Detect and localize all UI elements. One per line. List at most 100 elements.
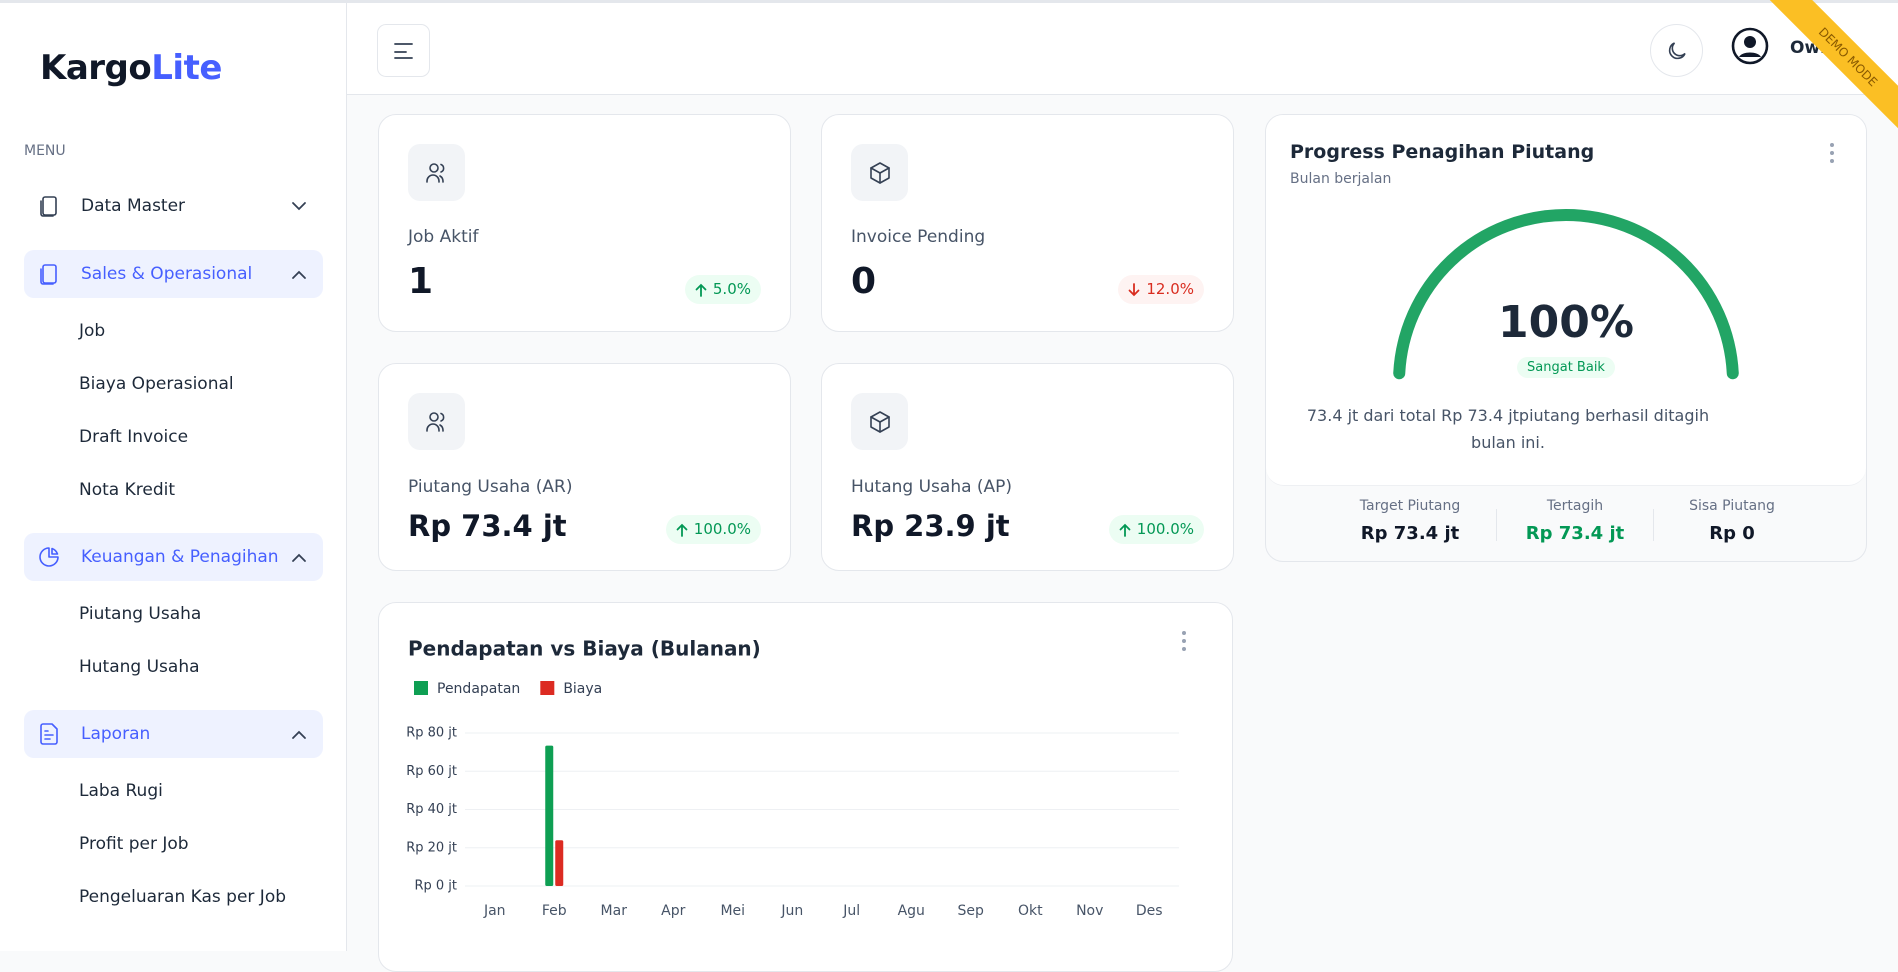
stat-value: 1	[408, 261, 434, 302]
menu-icon	[40, 723, 58, 745]
chevron	[292, 202, 306, 211]
brand-accent: Lite	[151, 48, 222, 88]
icon-path	[439, 175, 444, 183]
dot	[1830, 151, 1834, 155]
menu-group[interactable]: Data Master	[24, 182, 323, 230]
icon-path	[426, 423, 440, 432]
x-tick-label: Jun	[780, 903, 803, 919]
icon-path	[42, 196, 57, 216]
x-tick-label: Agu	[898, 903, 925, 919]
menu-icon	[40, 196, 57, 217]
avatar-body	[1739, 52, 1761, 57]
icon-path	[440, 412, 445, 422]
summary-value: Rp 73.4 jt	[1525, 523, 1625, 544]
summary-label: Sisa Piutang	[1689, 498, 1775, 514]
change-arrow	[1128, 283, 1140, 297]
icon	[426, 163, 445, 183]
avatar-head	[1744, 36, 1756, 48]
menu-group[interactable]: Sales & Operasional	[24, 250, 323, 298]
stat-icon-svg	[426, 412, 445, 432]
y-tick-label: Rp 60 jt	[406, 764, 457, 779]
chart-card: Pendapatan vs Biaya (Bulanan) Pendapatan B…	[378, 602, 1233, 972]
stat-change: 100.0%	[1108, 515, 1204, 544]
sidebar: KargoLite MENU Data Master Sales & Operasio…	[0, 0, 347, 951]
stat-label: Invoice Pending	[851, 227, 986, 247]
stat-icon-svg	[870, 162, 890, 184]
menu-toggle[interactable]	[377, 24, 430, 77]
summary-label: Tertagih	[1546, 498, 1604, 514]
icon-path	[439, 424, 444, 432]
x-tick-label: Apr	[661, 903, 685, 919]
icon-path	[440, 163, 445, 173]
menu-group[interactable]: Keuangan & Penagihan	[24, 533, 323, 581]
stat-card: Piutang Usaha (AR) Rp 73.4 jt 100.0%	[378, 363, 791, 571]
stat-card: Job Aktif 1 5.0%	[378, 114, 791, 332]
user-avatar	[1731, 27, 1769, 65]
bar	[545, 745, 554, 886]
gauge-note: 73.4 jt dari total Rp 73.4 jtpiutang ber…	[1306, 406, 1710, 452]
icon-path	[426, 174, 440, 183]
menu-item[interactable]: Hutang Usaha	[79, 657, 200, 677]
stat-value: Rp 73.4 jt	[408, 509, 567, 543]
menu-item[interactable]: Laba Rugi	[79, 781, 163, 801]
icon-path	[429, 412, 439, 422]
x-tick-label: Sep	[958, 903, 985, 919]
stat-label: Piutang Usaha (AR)	[408, 477, 573, 497]
icon-path	[42, 264, 57, 284]
gauge-value: 100%	[1498, 297, 1634, 348]
menu-group-label: Laporan	[81, 724, 151, 744]
gauge-card: Progress Penagihan Piutang Bulan berjalan…	[1265, 114, 1867, 562]
menu-item[interactable]: Biaya Operasional	[79, 374, 234, 394]
x-tick-label: Jul	[842, 903, 860, 919]
summary-divider	[1496, 509, 1497, 541]
legend-label: Pendapatan	[437, 681, 520, 697]
icon	[40, 723, 58, 745]
top-border	[0, 0, 1898, 3]
legend-label: Biaya	[563, 681, 602, 697]
menu-item[interactable]: Pengeluaran Kas per Job	[79, 887, 287, 907]
y-tick-label: Rp 20 jt	[406, 840, 457, 855]
chevron	[292, 730, 306, 739]
more-menu	[1830, 143, 1834, 163]
avatar-ring	[1731, 27, 1769, 65]
menu-group[interactable]: Laporan	[24, 710, 323, 758]
stat-label: Job Aktif	[408, 227, 479, 247]
x-tick-label: Des	[1136, 903, 1163, 919]
menu-icon	[39, 547, 59, 567]
menu-group-label: Data Master	[81, 196, 186, 216]
summary-value: Rp 73.4 jt	[1360, 523, 1460, 544]
stat-icon-svg	[426, 163, 445, 183]
gauge-title: Progress Penagihan Piutang	[1290, 141, 1595, 163]
x-tick-label: Mar	[601, 903, 628, 919]
change-arrow	[1119, 523, 1131, 537]
arrow	[695, 283, 707, 297]
y-tick-label: Rp 40 jt	[406, 802, 457, 817]
icon-path	[51, 547, 59, 555]
theme-toggle[interactable]	[1650, 24, 1703, 77]
legend-swatch	[414, 681, 428, 695]
change-arrow	[695, 283, 707, 297]
chart: Pendapatan vs Biaya (Bulanan) Pendapatan B…	[406, 637, 1179, 919]
menu-group-label: Sales & Operasional	[81, 264, 253, 284]
stat-icon	[851, 393, 908, 450]
menu-item[interactable]: Profit per Job	[79, 834, 189, 854]
header: Owner	[347, 3, 1898, 95]
menu-item[interactable]: Job	[79, 321, 106, 341]
icon	[426, 412, 445, 432]
bar	[555, 840, 564, 886]
x-tick-label: Nov	[1076, 903, 1103, 919]
icon	[40, 196, 57, 217]
arrow	[676, 523, 688, 537]
x-tick-label: Mei	[720, 903, 745, 919]
change-arrow	[676, 523, 688, 537]
brand: KargoLite	[40, 48, 222, 88]
stat-icon	[408, 144, 465, 201]
menu-item[interactable]: Nota Kredit	[79, 480, 176, 500]
menu-item[interactable]: Draft Invoice	[79, 427, 189, 447]
arrow	[1128, 283, 1140, 297]
chevron	[292, 270, 306, 279]
stat-icon	[851, 144, 908, 201]
menu-item[interactable]: Piutang Usaha	[79, 604, 202, 624]
dot	[1830, 159, 1834, 163]
